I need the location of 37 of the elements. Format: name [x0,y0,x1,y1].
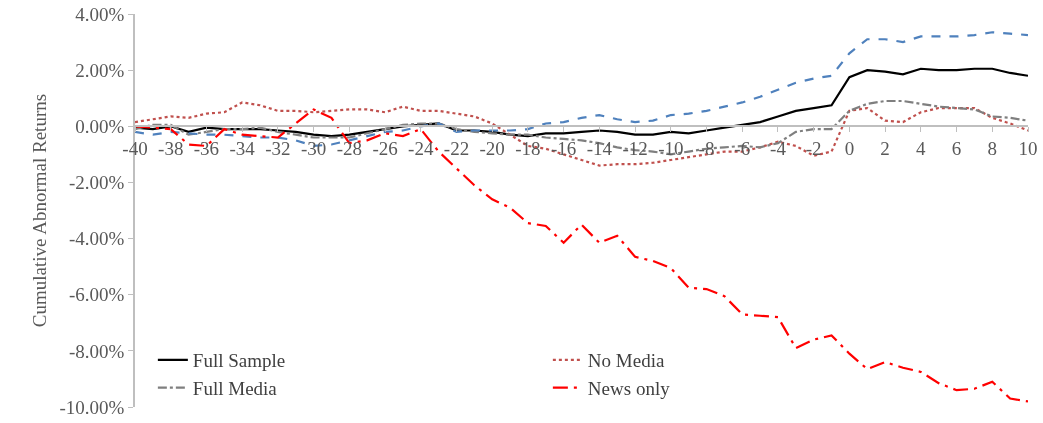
y-tick-label: 0.00% [75,115,125,137]
x-tick-label: -30 [300,137,327,159]
y-tick-label: 4.00% [75,3,125,25]
x-tick-label: 4 [916,137,927,159]
y-tick-label: 2.00% [75,59,125,81]
x-tick-label: -40 [122,137,148,159]
x-tick-label: -4 [770,137,787,159]
y-tick-label: -10.00% [59,396,125,418]
legend-label: No Media [587,350,665,372]
x-tick-label: -34 [229,137,256,159]
y-axis-title: Cumulative Abnormal Returns [28,93,50,328]
legend-label: Full Media [192,377,278,399]
x-tick-label: 8 [987,137,998,159]
x-tick-label: -24 [408,137,434,159]
legend-label: News only [587,377,671,399]
x-tick-label: -38 [158,137,184,159]
x-tick-label: -26 [372,137,398,159]
x-tick-label: -28 [336,137,362,159]
x-tick-label: -12 [622,137,648,159]
x-tick-label: -18 [515,137,541,159]
x-tick-label: -10 [658,137,684,159]
x-tick-label: -32 [265,137,291,159]
y-tick-label: -8.00% [69,340,125,362]
x-tick-label: -14 [586,137,613,159]
x-tick-label: 6 [951,137,962,159]
y-tick-label: -2.00% [69,172,125,194]
legend-label: Full Sample [192,350,286,372]
x-tick-label: 2 [880,137,890,159]
x-tick-label: 0 [844,137,855,159]
y-tick-label: -6.00% [69,284,125,306]
x-tick-label: 10 [1018,137,1038,159]
x-tick-label: -22 [443,137,470,159]
x-tick-label: -36 [193,137,220,159]
y-tick-label: -4.00% [69,228,125,250]
x-tick-label: -16 [550,137,577,159]
x-tick-label: -2 [805,137,822,159]
x-tick-label: -20 [479,137,505,159]
